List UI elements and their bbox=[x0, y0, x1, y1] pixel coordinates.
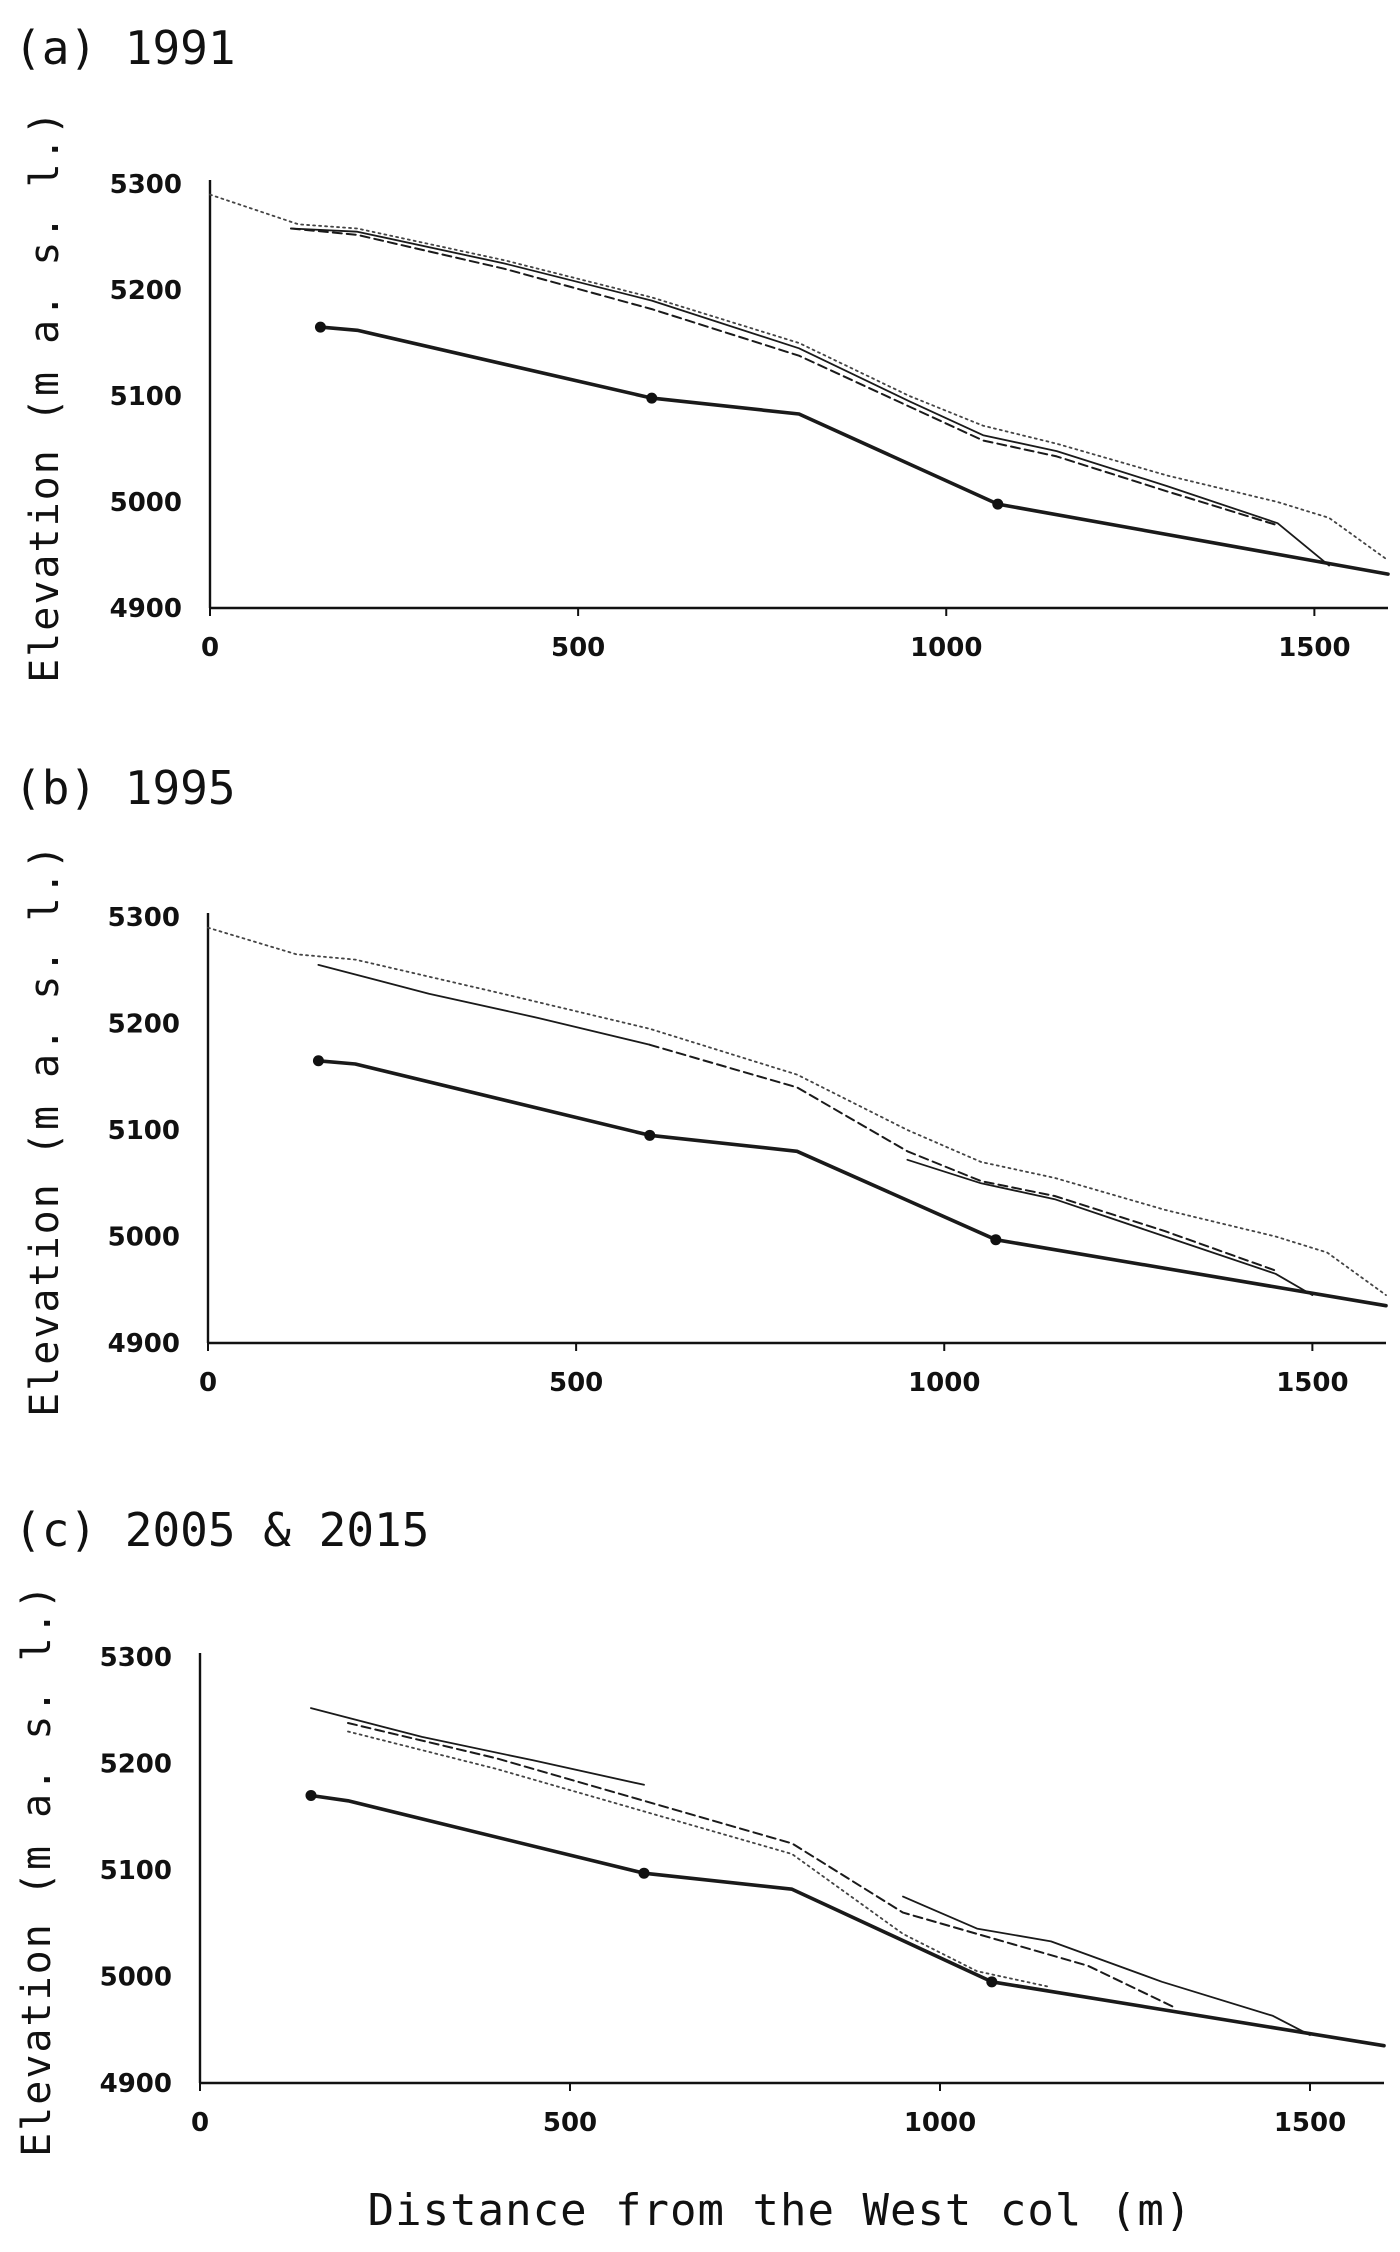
y-tick-label: 4900 bbox=[110, 594, 182, 624]
data-point-marker bbox=[644, 1129, 656, 1141]
y-tick-label: 5000 bbox=[100, 1963, 172, 1993]
data-point-marker bbox=[312, 1055, 324, 1067]
series-line-solid-thin bbox=[317, 964, 651, 1046]
x-tick-label: 1000 bbox=[910, 633, 982, 663]
y-axis-label: Elevation (m a. s. l.) bbox=[22, 109, 68, 683]
data-point-marker bbox=[990, 1234, 1002, 1246]
chart-panel-3: (c) 2005 & 2015 Elevation (m a. s. l.) 490… bbox=[14, 1503, 1386, 2157]
x-tick-label: 1500 bbox=[1278, 633, 1350, 663]
series-line-dotted bbox=[209, 193, 1389, 562]
y-axis-label: Elevation (m a. s. l.) bbox=[14, 1583, 60, 2157]
x-tick-label: 1000 bbox=[908, 1368, 980, 1398]
y-tick-label: 5200 bbox=[108, 1010, 180, 1040]
series-line-solid-thin bbox=[902, 1895, 1311, 2036]
x-axis-label: Distance from the West col (m) bbox=[368, 2185, 1193, 2236]
x-tick-label: 1500 bbox=[1274, 2108, 1346, 2138]
y-tick-label: 5000 bbox=[110, 488, 182, 518]
data-point-marker bbox=[646, 392, 658, 404]
x-tick-label: 0 bbox=[191, 2108, 209, 2138]
series-line-solid-bold bbox=[318, 325, 1390, 576]
x-tick-label: 500 bbox=[549, 1368, 603, 1398]
series-line-dashed bbox=[347, 1722, 1178, 2010]
y-tick-label: 5300 bbox=[108, 903, 180, 933]
series-line-solid-thin bbox=[310, 1707, 645, 1786]
x-tick-label: 1000 bbox=[904, 2108, 976, 2138]
data-point-marker bbox=[638, 1867, 650, 1879]
y-tick-label: 4900 bbox=[100, 2069, 172, 2099]
y-tick-label: 5300 bbox=[110, 170, 182, 200]
panel-title: (c) 2005 & 2015 bbox=[14, 1503, 429, 1557]
y-tick-label: 5100 bbox=[100, 1856, 172, 1886]
y-tick-label: 5200 bbox=[110, 276, 182, 306]
data-point-marker bbox=[314, 321, 326, 333]
data-point-marker bbox=[992, 498, 1004, 510]
series-line-dashed bbox=[648, 1043, 1277, 1272]
y-tick-label: 4900 bbox=[108, 1329, 180, 1359]
series-line-solid-bold bbox=[309, 1793, 1386, 2048]
panel-title: (b) 1995 bbox=[14, 761, 236, 815]
panel-title: (a) 1991 bbox=[14, 21, 236, 75]
y-tick-label: 5000 bbox=[108, 1223, 180, 1253]
series-line-dashed bbox=[290, 227, 1279, 527]
x-tick-label: 500 bbox=[543, 2108, 597, 2138]
data-point-marker bbox=[986, 1976, 998, 1988]
data-point-marker bbox=[305, 1789, 317, 1801]
series-line-solid-thin bbox=[290, 227, 1330, 567]
y-tick-label: 5200 bbox=[100, 1750, 172, 1780]
series-line-dotted bbox=[207, 926, 1387, 1296]
series-line-solid-thin bbox=[906, 1158, 1314, 1296]
y-axis-label: Elevation (m a. s. l.) bbox=[22, 843, 68, 1417]
y-tick-label: 5100 bbox=[110, 382, 182, 412]
x-tick-label: 0 bbox=[201, 633, 219, 663]
series-line-dotted bbox=[347, 1730, 1052, 1989]
x-tick-label: 0 bbox=[199, 1368, 217, 1398]
y-tick-label: 5300 bbox=[100, 1643, 172, 1673]
y-tick-label: 5100 bbox=[108, 1116, 180, 1146]
series-line-solid-bold bbox=[316, 1059, 1388, 1308]
x-tick-label: 500 bbox=[551, 633, 605, 663]
x-tick-label: 1500 bbox=[1276, 1368, 1348, 1398]
